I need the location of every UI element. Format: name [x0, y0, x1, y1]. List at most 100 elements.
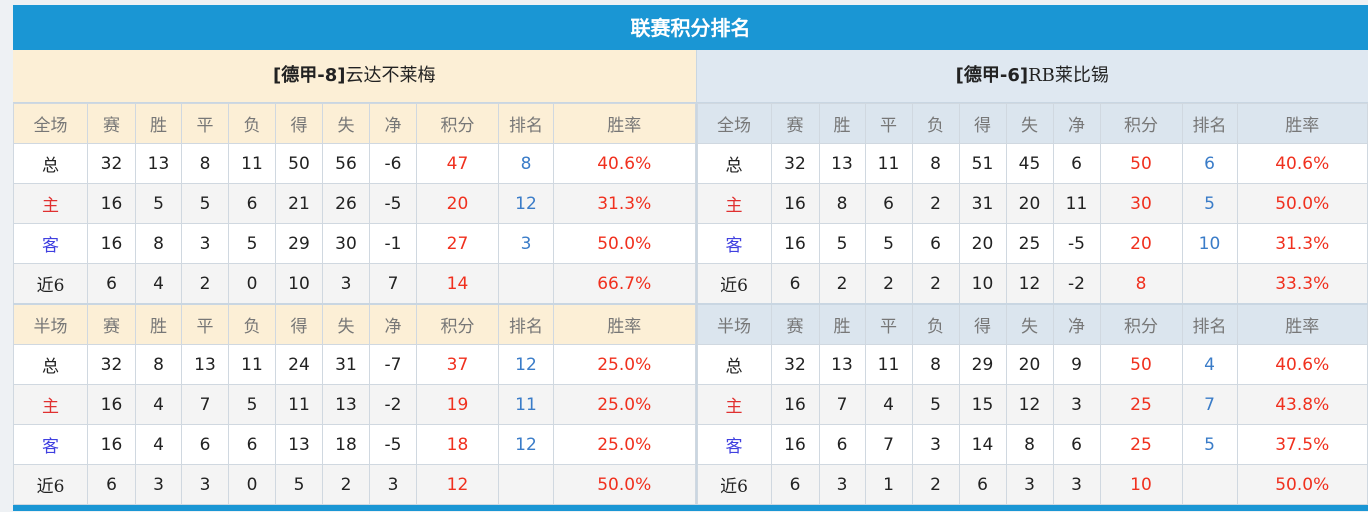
cell: 16 — [87, 424, 136, 465]
column-header: 负 — [911, 103, 960, 144]
points-cell: 27 — [416, 223, 499, 264]
cell: 2 — [911, 464, 960, 505]
cell: 11 — [228, 143, 276, 184]
cell: 56 — [322, 143, 370, 184]
points-cell: 37 — [416, 344, 499, 385]
cell: 8 — [1005, 424, 1054, 465]
row-label: 近6 — [13, 464, 88, 505]
cell: 5 — [818, 223, 866, 264]
points-cell: 12 — [416, 464, 499, 505]
half-header-row: 半场赛胜平负得失净积分 排名 胜率 — [696, 303, 1368, 345]
cell: 7 — [369, 263, 417, 305]
panel-title: 联赛积分排名 — [13, 5, 1368, 50]
cell: 3 — [181, 223, 229, 264]
rank-cell — [498, 263, 554, 305]
column-header: 净 — [1052, 103, 1101, 144]
cell: 11 — [275, 384, 323, 425]
cell: 16 — [770, 384, 820, 425]
cell: 8 — [911, 143, 960, 184]
cell: -5 — [369, 183, 417, 224]
row-label: 主 — [13, 183, 88, 224]
cell: 13 — [818, 143, 866, 184]
column-header: 排名 — [498, 303, 554, 345]
cell: 11 — [1052, 183, 1101, 224]
cell: 10 — [275, 263, 323, 305]
cell: 4 — [135, 384, 182, 425]
win-rate-cell: 25.0% — [553, 424, 696, 465]
cell: 32 — [87, 344, 136, 385]
cell: 5 — [911, 384, 960, 425]
cell: 12 — [1005, 263, 1054, 305]
cell: 25 — [1005, 223, 1054, 264]
rank-cell: 8 — [498, 143, 554, 184]
cell: 32 — [87, 143, 136, 184]
table-row: 客 16 6 7 3 14 8 6 25 5 37.5% — [696, 424, 1368, 465]
column-header: 得 — [275, 103, 323, 144]
cell: 0 — [228, 464, 276, 505]
rank-cell: 3 — [498, 223, 554, 264]
column-header: 得 — [958, 103, 1007, 144]
points-cell: 14 — [416, 263, 499, 305]
column-header: 积分 — [1099, 303, 1183, 345]
row-label: 客 — [13, 424, 88, 465]
cell: 18 — [322, 424, 370, 465]
cell: 20 — [1005, 183, 1054, 224]
cell: 0 — [228, 263, 276, 305]
cell: 11 — [864, 344, 913, 385]
column-header: 胜率 — [1236, 103, 1368, 144]
cell: -6 — [369, 143, 417, 184]
win-rate-cell: 40.6% — [553, 143, 696, 184]
column-header: 得 — [958, 303, 1007, 345]
points-cell: 18 — [416, 424, 499, 465]
cell: 45 — [1005, 143, 1054, 184]
rank-cell: 4 — [1181, 344, 1238, 385]
cell: 31 — [322, 344, 370, 385]
cell: 24 — [275, 344, 323, 385]
row-label: 客 — [696, 424, 772, 465]
column-header: 排名 — [1181, 303, 1238, 345]
cell: 8 — [135, 223, 182, 264]
points-cell: 47 — [416, 143, 499, 184]
column-header: 赛 — [87, 103, 136, 144]
cell: 13 — [275, 424, 323, 465]
rank-cell: 10 — [1181, 223, 1238, 264]
win-rate-cell: 37.5% — [1236, 424, 1368, 465]
cell: 26 — [322, 183, 370, 224]
points-cell: 50 — [1099, 344, 1183, 385]
column-header: 失 — [1005, 103, 1054, 144]
cell: 32 — [770, 143, 820, 184]
cell: 29 — [275, 223, 323, 264]
cell: 31 — [958, 183, 1007, 224]
team-name[interactable]: RB莱比锡 — [1028, 65, 1109, 86]
column-header: 失 — [322, 303, 370, 345]
column-header: 排名 — [1181, 103, 1238, 144]
row-label: 主 — [696, 183, 772, 224]
rank-cell: 12 — [498, 344, 554, 385]
row-label: 近6 — [696, 464, 772, 505]
cell: 51 — [958, 143, 1007, 184]
cell: 16 — [87, 223, 136, 264]
column-header: 积分 — [1099, 103, 1183, 144]
cell: 50 — [275, 143, 323, 184]
row-label: 总 — [13, 344, 88, 385]
win-rate-cell: 66.7% — [553, 263, 696, 305]
column-header: 半场 — [696, 303, 772, 345]
row-label: 主 — [696, 384, 772, 425]
standings-table: 全场赛胜平负得失净积分 排名 胜率总 32 13 8 11 50 56 -6 47 8 40.6% 主 16… — [13, 103, 696, 505]
table-row: 主 16 7 4 5 15 12 3 25 7 43.8% — [696, 384, 1368, 425]
win-rate-cell: 25.0% — [553, 344, 696, 385]
cell: 8 — [135, 344, 182, 385]
cell: 2 — [181, 263, 229, 305]
rank-cell — [498, 464, 554, 505]
column-header: 胜 — [818, 103, 866, 144]
points-cell: 10 — [1099, 464, 1183, 505]
cell: 13 — [322, 384, 370, 425]
cell: 3 — [322, 263, 370, 305]
rank-cell: 6 — [1181, 143, 1238, 184]
rank-cell: 5 — [1181, 424, 1238, 465]
table-row: 近6 6 2 2 2 10 12 -2 8 33.3% — [696, 263, 1368, 305]
row-label: 客 — [696, 223, 772, 264]
cell: 7 — [818, 384, 866, 425]
team-name[interactable]: 云达不莱梅 — [345, 65, 436, 86]
cell: 8 — [181, 143, 229, 184]
